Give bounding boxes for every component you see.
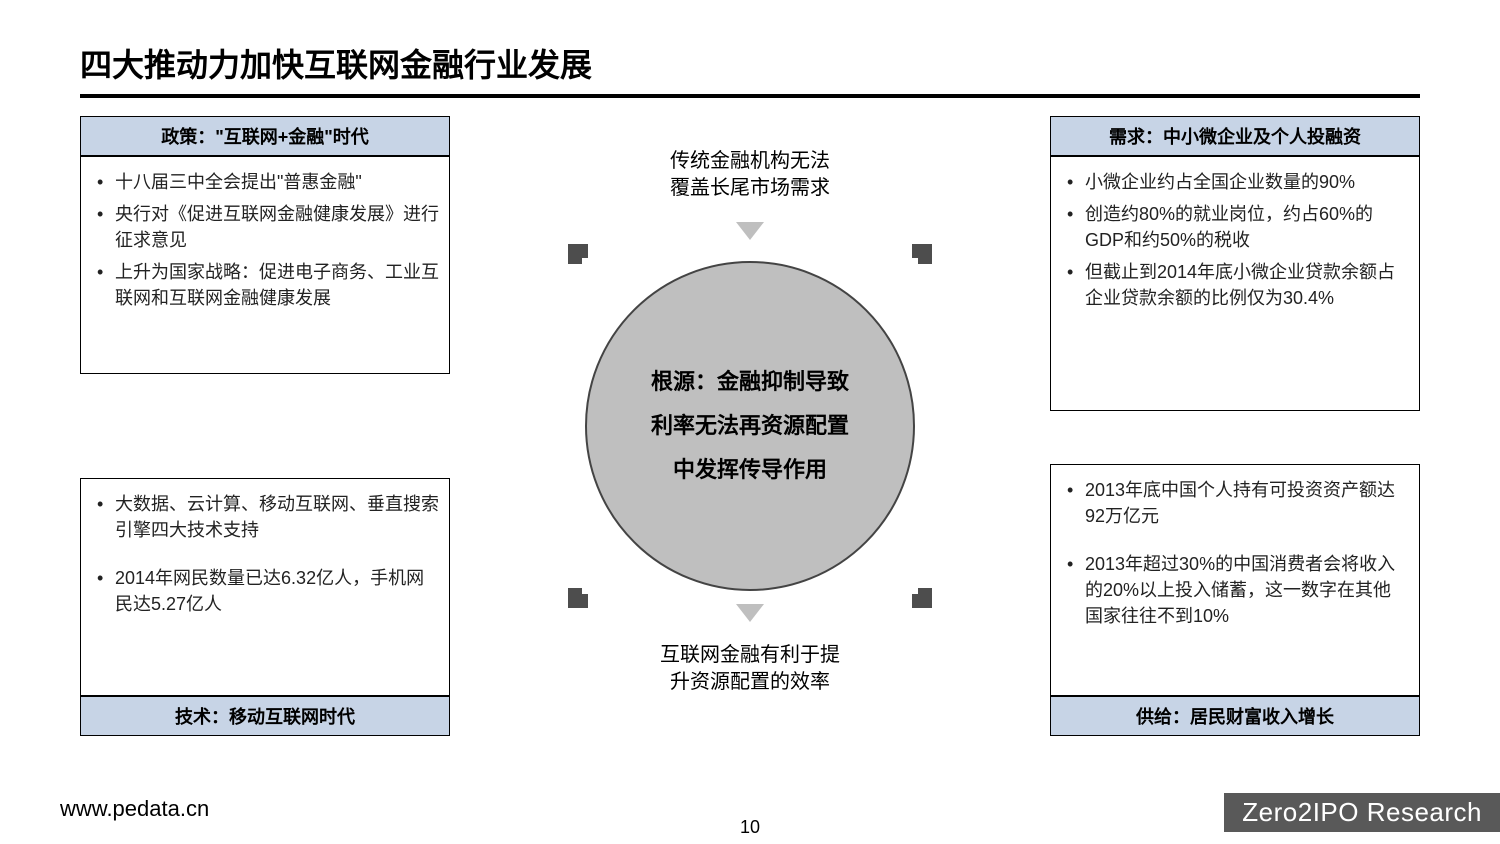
demand-body: 小微企业约占全国企业数量的90% 创造约80%的就业岗位，约占60%的GDP和约… bbox=[1050, 156, 1420, 411]
center-top-label: 传统金融机构无法 覆盖长尾市场需求 bbox=[670, 148, 830, 202]
page-title: 四大推动力加快互联网金融行业发展 bbox=[80, 40, 1420, 86]
page-number: 10 bbox=[740, 817, 760, 838]
list-item: 2013年超过30%的中国消费者会将收入的20%以上投入储蓄，这一数字在其他国家… bbox=[1085, 551, 1409, 629]
list-item: 上升为国家战略：促进电子商务、工业互联网和互联网金融健康发展 bbox=[115, 259, 439, 311]
footer-url: www.pedata.cn bbox=[60, 796, 209, 822]
arrow-down-icon bbox=[736, 604, 764, 622]
corner-bracket-icon bbox=[568, 558, 618, 608]
circle-diagram: 根源：金融抑制导致 利率无法再资源配置 中发挥传导作用 bbox=[570, 246, 930, 606]
center-bottom-label: 互联网金融有利于提 升资源配置的效率 bbox=[660, 642, 840, 696]
slide: 四大推动力加快互联网金融行业发展 政策："互联网+金融"时代 十八届三中全会提出… bbox=[0, 0, 1500, 844]
corner-bracket-icon bbox=[882, 558, 932, 608]
label-line: 传统金融机构无法 bbox=[670, 150, 830, 172]
tech-block: 大数据、云计算、移动互联网、垂直搜索引擎四大技术支持 2014年网民数量已达6.… bbox=[80, 468, 450, 736]
list-item: 2013年底中国个人持有可投资资产额达92万亿元 bbox=[1085, 477, 1409, 529]
list-item: 但截止到2014年底小微企业贷款余额占企业贷款余额的比例仅为30.4% bbox=[1085, 259, 1409, 311]
footer-brand-badge: Zero2IPO Research bbox=[1224, 793, 1500, 832]
label-line: 互联网金融有利于提 bbox=[660, 644, 840, 666]
policy-body: 十八届三中全会提出"普惠金融" 央行对《促进互联网金融健康发展》进行征求意见 上… bbox=[80, 156, 450, 374]
list-item: 小微企业约占全国企业数量的90% bbox=[1085, 169, 1409, 195]
demand-header: 需求：中小微企业及个人投融资 bbox=[1050, 116, 1420, 156]
policy-block: 政策："互联网+金融"时代 十八届三中全会提出"普惠金融" 央行对《促进互联网金… bbox=[80, 116, 450, 384]
policy-header: 政策："互联网+金融"时代 bbox=[80, 116, 450, 156]
label-line: 覆盖长尾市场需求 bbox=[670, 177, 830, 199]
supply-footer: 供给：居民财富收入增长 bbox=[1050, 696, 1420, 736]
content-area: 政策："互联网+金融"时代 十八届三中全会提出"普惠金融" 央行对《促进互联网金… bbox=[80, 116, 1420, 736]
label-line: 升资源配置的效率 bbox=[670, 671, 830, 693]
corner-bracket-icon bbox=[568, 244, 618, 294]
list-item: 央行对《促进互联网金融健康发展》进行征求意见 bbox=[115, 201, 439, 253]
list-item: 2014年网民数量已达6.32亿人，手机网民达5.27亿人 bbox=[115, 565, 439, 617]
center-column: 传统金融机构无法 覆盖长尾市场需求 根源：金融抑制导致 bbox=[450, 116, 1050, 736]
list-item: 创造约80%的就业岗位，约占60%的GDP和约50%的税收 bbox=[1085, 201, 1409, 253]
center-circle: 根源：金融抑制导致 利率无法再资源配置 中发挥传导作用 bbox=[585, 261, 915, 591]
arrow-down-icon bbox=[736, 222, 764, 240]
left-column: 政策："互联网+金融"时代 十八届三中全会提出"普惠金融" 央行对《促进互联网金… bbox=[80, 116, 450, 736]
demand-block: 需求：中小微企业及个人投融资 小微企业约占全国企业数量的90% 创造约80%的就… bbox=[1050, 116, 1420, 421]
tech-body: 大数据、云计算、移动互联网、垂直搜索引擎四大技术支持 2014年网民数量已达6.… bbox=[80, 478, 450, 696]
list-item: 十八届三中全会提出"普惠金融" bbox=[115, 169, 439, 195]
circle-line: 利率无法再资源配置 bbox=[651, 404, 849, 448]
supply-block: 2013年底中国个人持有可投资资产额达92万亿元 2013年超过30%的中国消费… bbox=[1050, 454, 1420, 736]
supply-body: 2013年底中国个人持有可投资资产额达92万亿元 2013年超过30%的中国消费… bbox=[1050, 464, 1420, 696]
tech-footer: 技术：移动互联网时代 bbox=[80, 696, 450, 736]
circle-line: 根源：金融抑制导致 bbox=[651, 360, 849, 404]
circle-line: 中发挥传导作用 bbox=[673, 448, 827, 492]
right-column: 需求：中小微企业及个人投融资 小微企业约占全国企业数量的90% 创造约80%的就… bbox=[1050, 116, 1420, 736]
corner-bracket-icon bbox=[882, 244, 932, 294]
list-item: 大数据、云计算、移动互联网、垂直搜索引擎四大技术支持 bbox=[115, 491, 439, 543]
title-rule bbox=[80, 94, 1420, 98]
